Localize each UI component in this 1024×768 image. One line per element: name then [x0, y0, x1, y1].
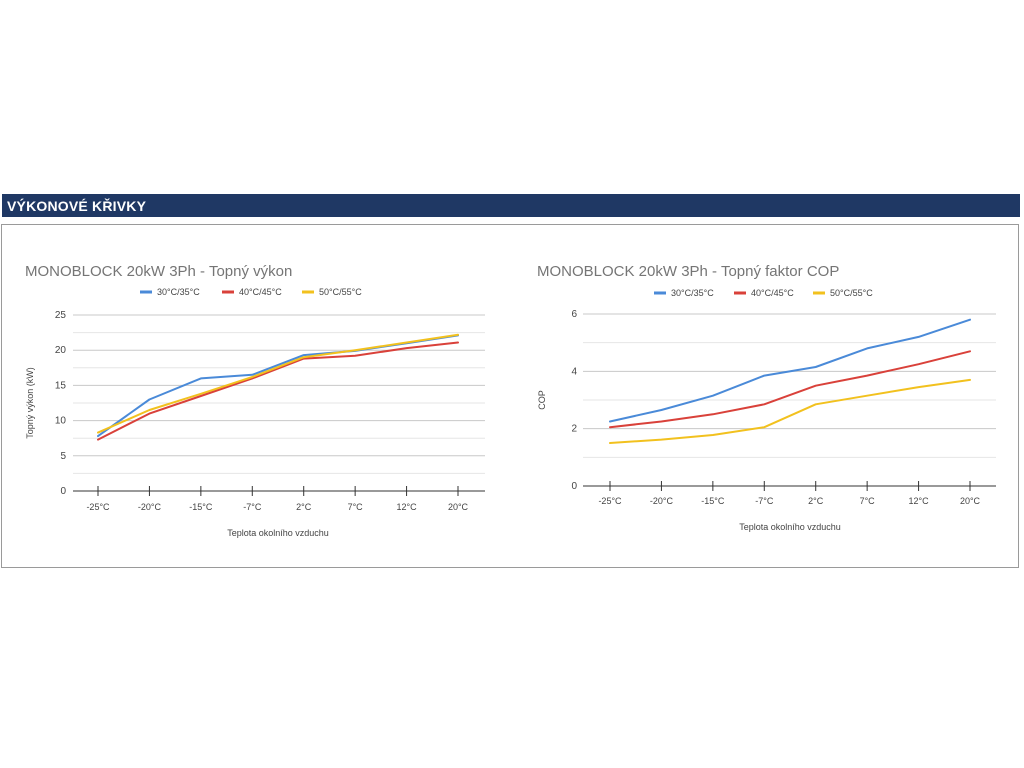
x-tick-label: 7°C: [860, 496, 876, 506]
series-line-1: [609, 318, 971, 423]
x-tick-label: -7°C: [755, 496, 774, 506]
section-title: VÝKONOVÉ KŘIVKY: [7, 198, 147, 214]
x-tick-label: -15°C: [189, 502, 213, 512]
chart-title: MONOBLOCK 20kW 3Ph - Topný výkon: [25, 263, 292, 280]
legend-label: 40°C/45°C: [239, 287, 282, 297]
x-tick-label: 20°C: [448, 502, 469, 512]
y-axis-title: Topný výkon (kW): [25, 367, 35, 439]
x-tick-label: 12°C: [397, 502, 418, 512]
legend-label: 40°C/45°C: [751, 288, 794, 298]
y-tick-label: 2: [571, 424, 577, 435]
x-axis-title: Teplota okolního vzduchu: [227, 528, 329, 538]
legend-label: 50°C/55°C: [319, 287, 362, 297]
y-tick-label: 0: [571, 481, 577, 492]
x-tick-label: -25°C: [598, 496, 622, 506]
y-tick-label: 5: [60, 451, 66, 462]
y-tick-label: 15: [55, 380, 67, 391]
x-tick-label: 2°C: [296, 502, 312, 512]
x-tick-label: -25°C: [86, 502, 110, 512]
y-tick-label: 6: [571, 309, 577, 320]
x-tick-label: 20°C: [960, 496, 981, 506]
y-tick-label: 4: [571, 366, 577, 377]
x-tick-label: -20°C: [650, 496, 674, 506]
series-line-2: [97, 341, 459, 441]
x-axis-title: Teplota okolního vzduchu: [739, 522, 841, 532]
legend-label: 30°C/35°C: [671, 288, 714, 298]
x-tick-label: 12°C: [909, 496, 930, 506]
y-tick-label: 10: [55, 416, 67, 427]
section-header: VÝKONOVÉ KŘIVKY: [2, 194, 1020, 217]
y-tick-label: 25: [55, 310, 67, 321]
y-tick-label: 20: [55, 345, 67, 356]
series-line-3: [609, 378, 971, 444]
legend-label: 30°C/35°C: [157, 287, 200, 297]
x-tick-label: -15°C: [701, 496, 725, 506]
x-tick-label: -20°C: [138, 502, 162, 512]
chart-title: MONOBLOCK 20kW 3Ph - Topný faktor COP: [537, 263, 839, 280]
y-axis-title: COP: [537, 390, 547, 410]
x-tick-label: -7°C: [243, 502, 262, 512]
x-tick-label: 7°C: [348, 502, 364, 512]
x-tick-label: 2°C: [808, 496, 824, 506]
charts-panel: [1, 224, 1019, 568]
y-tick-label: 0: [60, 486, 66, 497]
series-line-3: [97, 333, 459, 434]
series-line-2: [609, 350, 971, 429]
legend-label: 50°C/55°C: [830, 288, 873, 298]
